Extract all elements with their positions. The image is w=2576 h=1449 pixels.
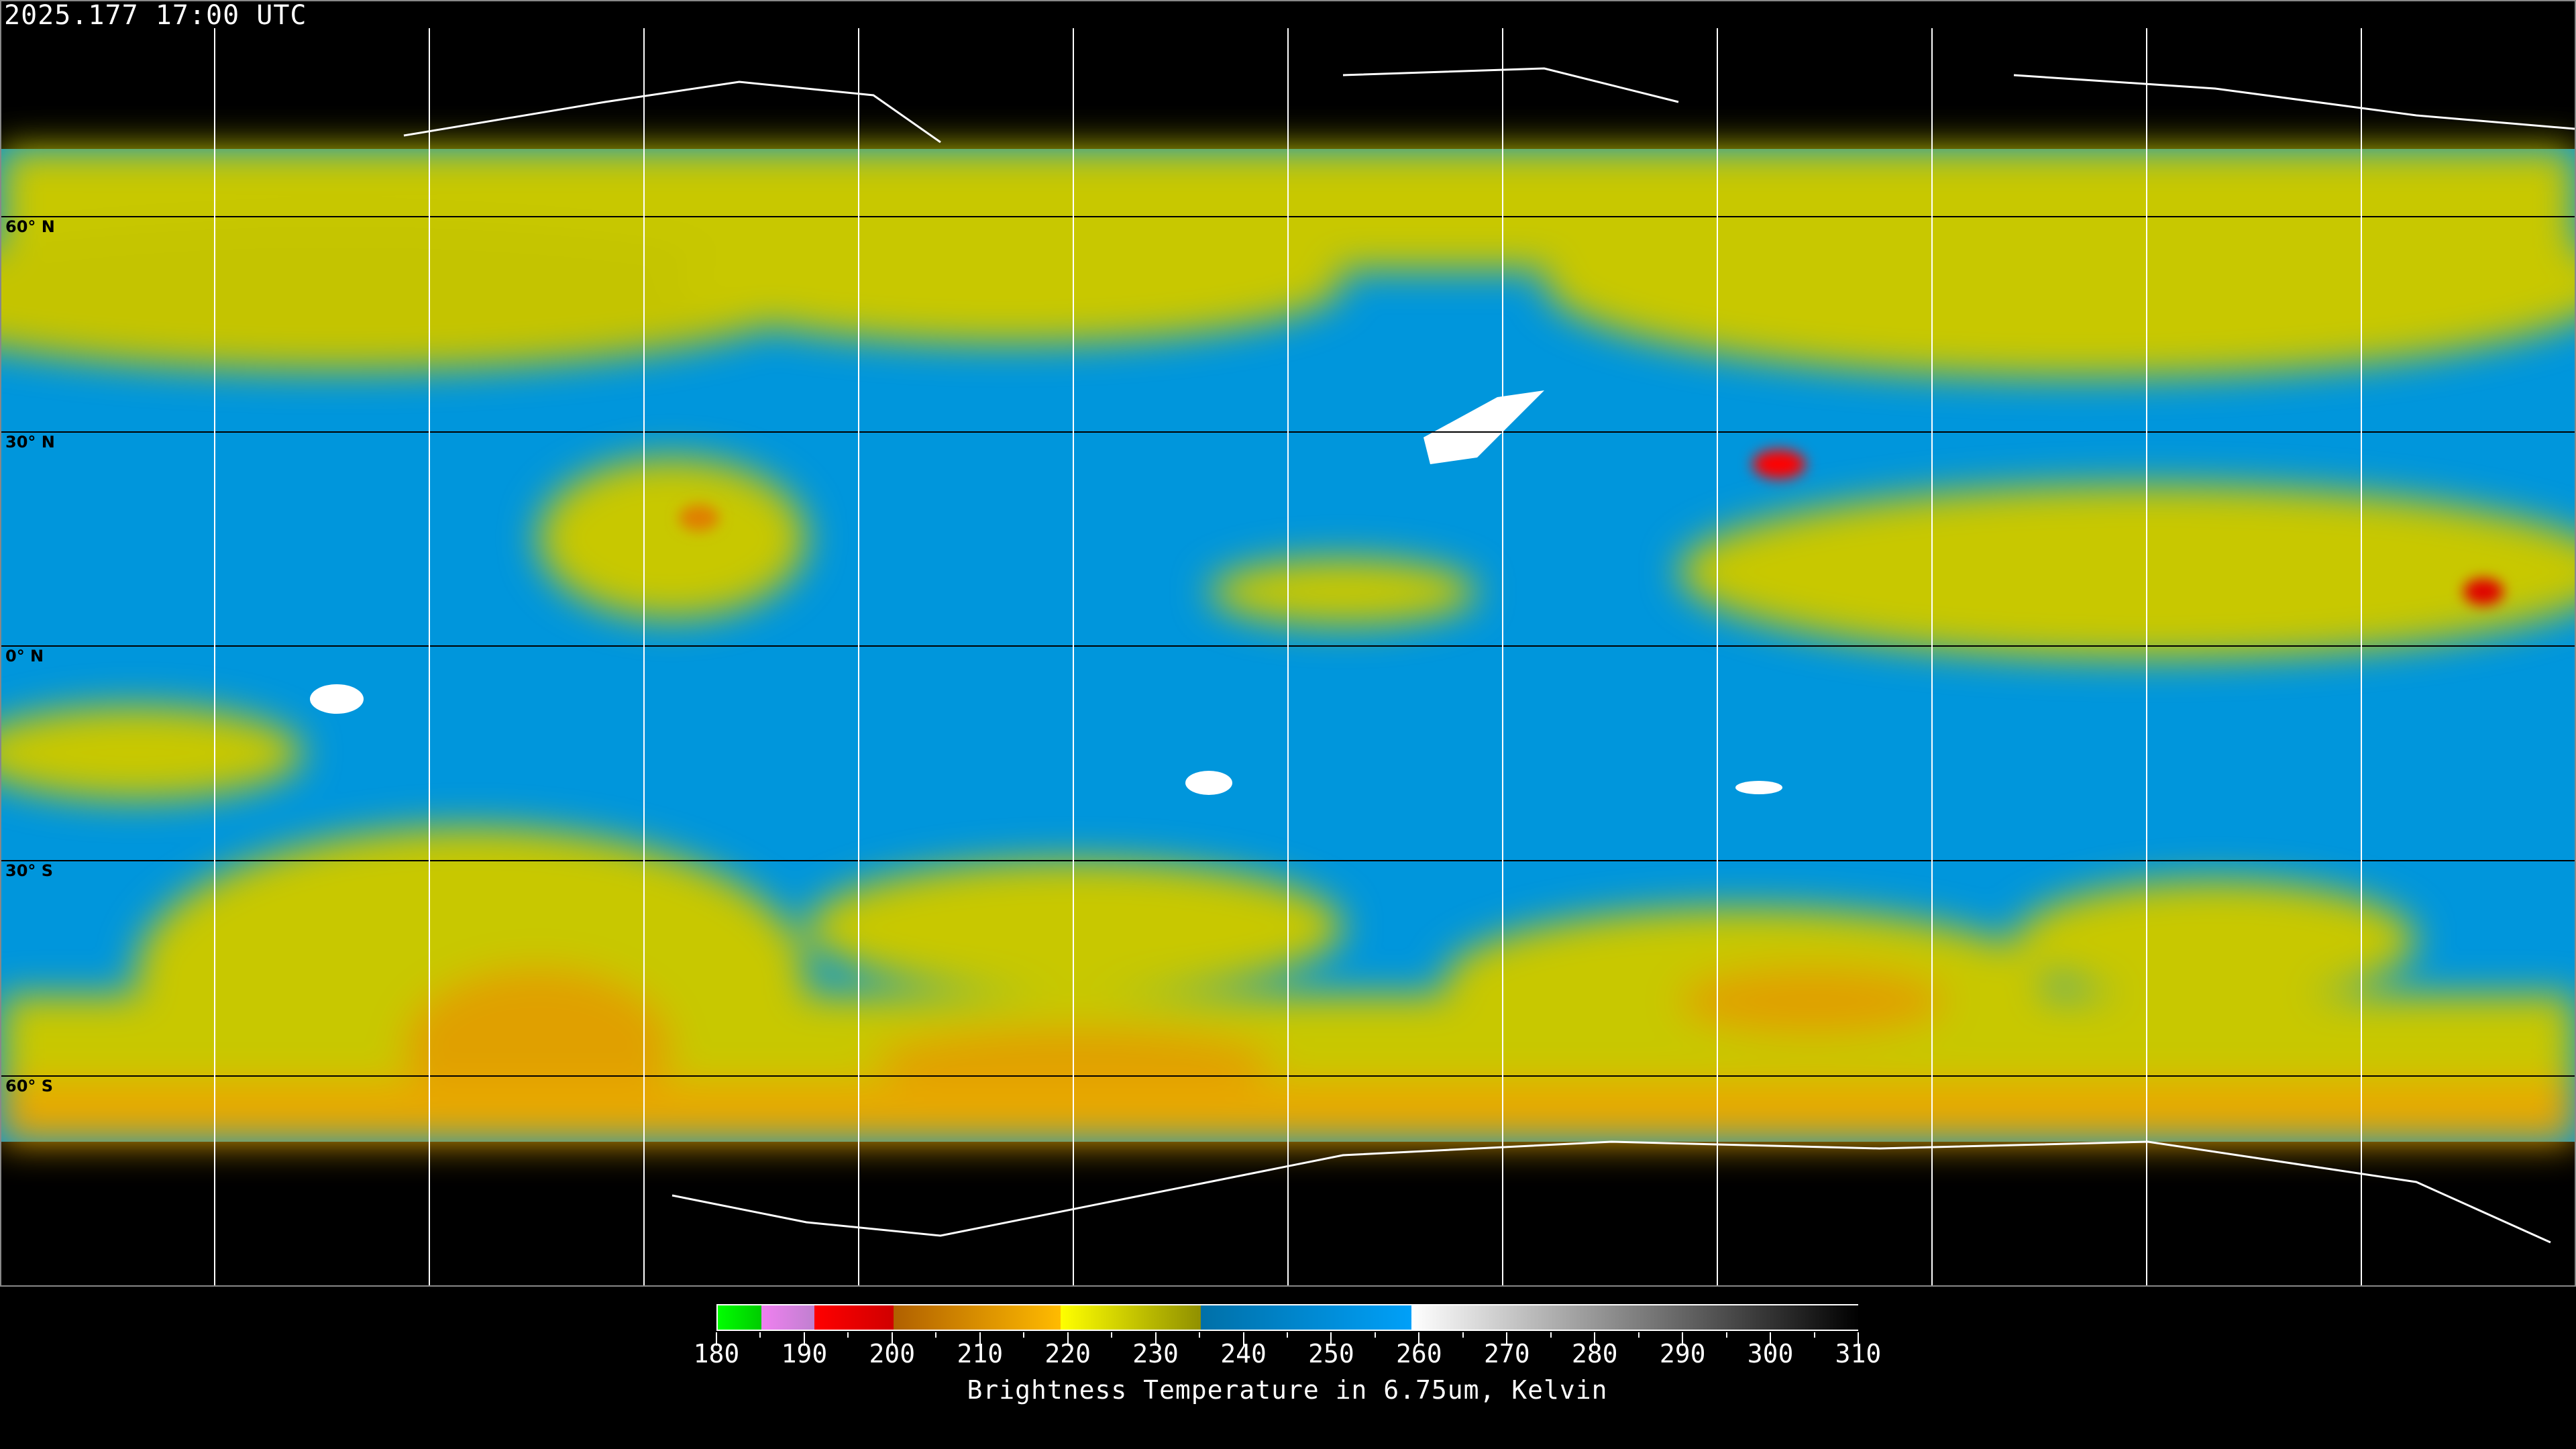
colorbar-tick xyxy=(1023,1332,1025,1338)
colorbar-tick-label: 250 xyxy=(1308,1339,1354,1368)
lat-label-60n: 60° N xyxy=(5,217,55,236)
colorbar-tick xyxy=(1858,1332,1859,1346)
satellite-map: 2025.177 17:00 UTC 60° N 30° N 0° N 30° … xyxy=(0,0,2576,1287)
colorbar-tick xyxy=(1506,1332,1508,1346)
colorbar-tick-label: 310 xyxy=(1835,1339,1882,1368)
colorbar-tick-label: 220 xyxy=(1044,1339,1091,1368)
colorbar-tick-label: 290 xyxy=(1659,1339,1706,1368)
coastline-north xyxy=(403,67,2575,144)
colorbar-tick xyxy=(1813,1332,1815,1338)
colorbar-segment xyxy=(814,1305,894,1330)
colorbar-tick xyxy=(1330,1332,1332,1346)
colorbar-tick xyxy=(1418,1332,1420,1346)
colorbar-segment xyxy=(761,1305,814,1330)
colorbar-tick xyxy=(1770,1332,1772,1346)
colorbar-tick-label: 260 xyxy=(1396,1339,1442,1368)
colorbar-tick xyxy=(1155,1332,1157,1346)
coastline-antarctica xyxy=(672,1140,2551,1244)
colorbar-tick xyxy=(1462,1332,1464,1338)
colorbar-tick xyxy=(1111,1332,1113,1338)
colorbar-tick-label: 190 xyxy=(781,1339,828,1368)
lat-label-0n: 0° N xyxy=(5,647,44,665)
colorbar-tick xyxy=(1242,1332,1244,1346)
colorbar-tick xyxy=(1682,1332,1684,1346)
colorbar-tick-label: 300 xyxy=(1747,1339,1794,1368)
colorbar-segment xyxy=(893,1305,1061,1330)
lat-label-60s: 60° S xyxy=(5,1077,54,1095)
colorbar-tick xyxy=(716,1332,717,1346)
colorbar-tick-label: 180 xyxy=(693,1339,740,1368)
meridians xyxy=(214,28,2362,1285)
lat-label-30s: 30° S xyxy=(5,861,54,880)
colorbar-tick xyxy=(1594,1332,1596,1346)
colorbar-tick xyxy=(891,1332,893,1346)
colorbar-tick xyxy=(1550,1332,1552,1338)
lat-label-30n: 30° N xyxy=(5,433,55,451)
warm-dry-patches xyxy=(310,390,1782,795)
colorbar-tick-label: 230 xyxy=(1132,1339,1179,1368)
colorbar-segment xyxy=(1411,1305,1860,1330)
colorbar-tick xyxy=(847,1332,849,1338)
colorbar-tick xyxy=(935,1332,937,1338)
colorbar-segment xyxy=(1201,1305,1412,1330)
timestamp-label: 2025.177 17:00 UTC xyxy=(4,0,307,31)
colorbar-tick xyxy=(1199,1332,1201,1338)
colorbar-tick-label: 210 xyxy=(957,1339,1004,1368)
cold-cloud-tops xyxy=(679,449,2504,605)
colorbar-tick xyxy=(803,1332,805,1346)
colorbar-tick xyxy=(1287,1332,1288,1338)
water-vapor-imagery xyxy=(0,28,2576,1285)
colorbar-tick xyxy=(1725,1332,1727,1338)
colorbar-segment xyxy=(1060,1305,1201,1330)
colorbar-tick xyxy=(1067,1332,1069,1346)
colorbar-tick xyxy=(1374,1332,1376,1338)
colorbar-tick-label: 270 xyxy=(1483,1339,1530,1368)
colorbar-tick-label: 200 xyxy=(869,1339,916,1368)
colorbar-segment xyxy=(718,1305,762,1330)
colorbar-tick-label: 280 xyxy=(1571,1339,1618,1368)
colorbar-tick xyxy=(1638,1332,1640,1338)
colorbar-tick-label: 240 xyxy=(1220,1339,1267,1368)
colorbar-tick xyxy=(979,1332,981,1346)
colorbar-title: Brightness Temperature in 6.75um, Kelvin xyxy=(967,1375,1608,1405)
colorbar xyxy=(716,1304,1860,1331)
colorbar-tick xyxy=(759,1332,761,1338)
